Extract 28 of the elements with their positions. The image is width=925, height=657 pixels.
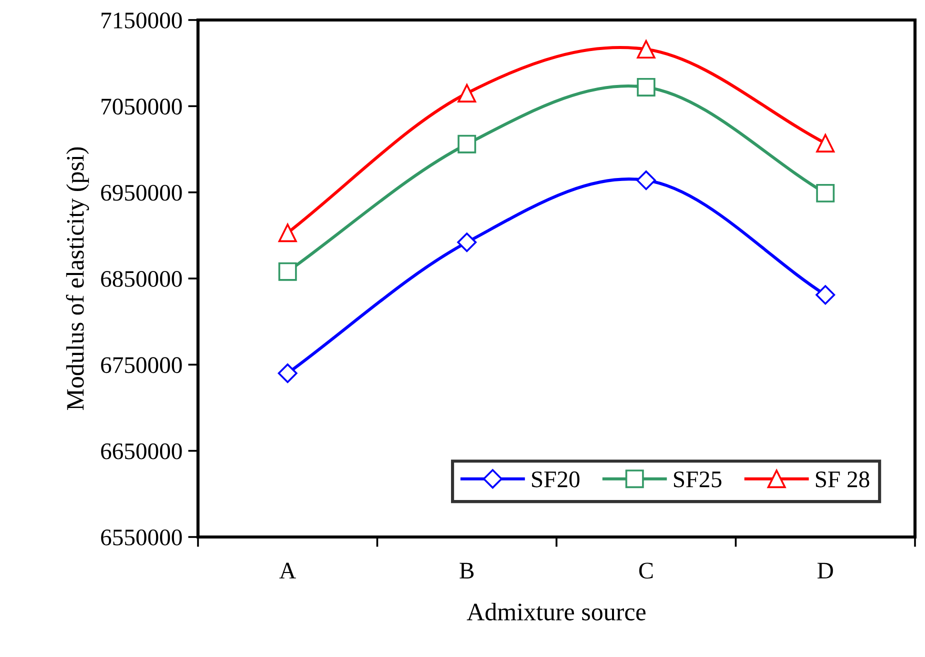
point (816, 134, 835, 152)
y-tick-label: 7150000 (102, 12, 182, 28)
y-tick-label: 7050000 (102, 98, 182, 115)
point (278, 224, 297, 242)
point (457, 232, 477, 252)
y-axis-title: Modulus of elasticity (psi) (66, 147, 89, 410)
x-tick-label: B (460, 562, 474, 578)
point (636, 40, 656, 59)
point (458, 134, 476, 154)
x-tick-label: C (639, 562, 653, 579)
y-tick-label: 6650000 (101, 443, 182, 460)
x-tick-label: D (818, 562, 833, 578)
y-tick-label: 6750000 (101, 357, 182, 374)
point (278, 262, 297, 281)
point (458, 84, 476, 102)
point (816, 285, 836, 305)
y-tick-label: 6550000 (101, 529, 182, 546)
legend-label: SF 28 (816, 471, 870, 488)
x-tick-label: A (279, 562, 296, 578)
point (816, 184, 835, 202)
point (278, 364, 298, 384)
legend-label: SF20 (532, 471, 580, 488)
point (636, 170, 656, 190)
legend-label: SF25 (674, 471, 722, 488)
y-tick-label: 6850000 (101, 270, 182, 287)
x-axis-title: Admixture source (466, 602, 646, 620)
y-tick-label: 6950000 (101, 184, 182, 201)
point (636, 78, 656, 96)
